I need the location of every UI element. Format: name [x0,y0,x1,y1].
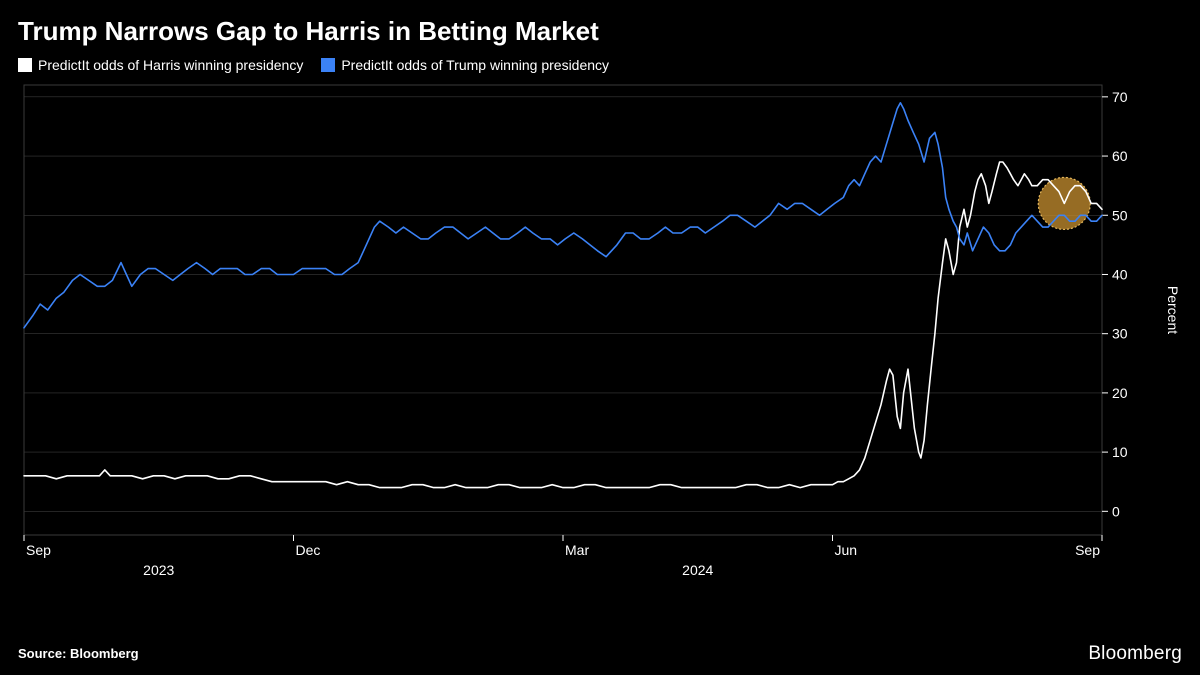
brand-logo: Bloomberg [1088,643,1182,665]
svg-text:Mar: Mar [565,542,589,558]
legend-swatch-harris [18,58,32,72]
source-attribution: Source: Bloomberg [18,646,139,661]
svg-text:Sep: Sep [26,542,51,558]
svg-text:60: 60 [1112,148,1128,164]
legend: PredictIt odds of Harris winning preside… [18,57,1182,73]
svg-text:0: 0 [1112,503,1120,519]
svg-text:30: 30 [1112,326,1128,342]
plot-area: 0 10 20 30 40 50 60 70 Percent Sep Dec Mar Jun Sep 202… [18,79,1182,589]
svg-text:70: 70 [1112,89,1128,105]
svg-text:Dec: Dec [296,542,321,558]
svg-text:Sep: Sep [1075,542,1100,558]
legend-label-harris: PredictIt odds of Harris winning preside… [38,57,303,73]
svg-text:50: 50 [1112,207,1128,223]
legend-swatch-trump [321,58,335,72]
svg-text:40: 40 [1112,266,1128,282]
svg-text:10: 10 [1112,444,1128,460]
chart-svg: 0 10 20 30 40 50 60 70 Percent Sep Dec Mar Jun Sep 202… [18,79,1182,589]
legend-item-trump: PredictIt odds of Trump winning presiden… [321,57,609,73]
legend-label-trump: PredictIt odds of Trump winning presiden… [341,57,609,73]
svg-text:20: 20 [1112,385,1128,401]
chart-title: Trump Narrows Gap to Harris in Betting M… [18,16,1182,47]
svg-text:Jun: Jun [835,542,858,558]
chart-container: Trump Narrows Gap to Harris in Betting M… [0,0,1200,675]
legend-item-harris: PredictIt odds of Harris winning preside… [18,57,303,73]
svg-text:2024: 2024 [682,562,713,578]
svg-text:2023: 2023 [143,562,174,578]
svg-text:Percent: Percent [1165,286,1181,334]
